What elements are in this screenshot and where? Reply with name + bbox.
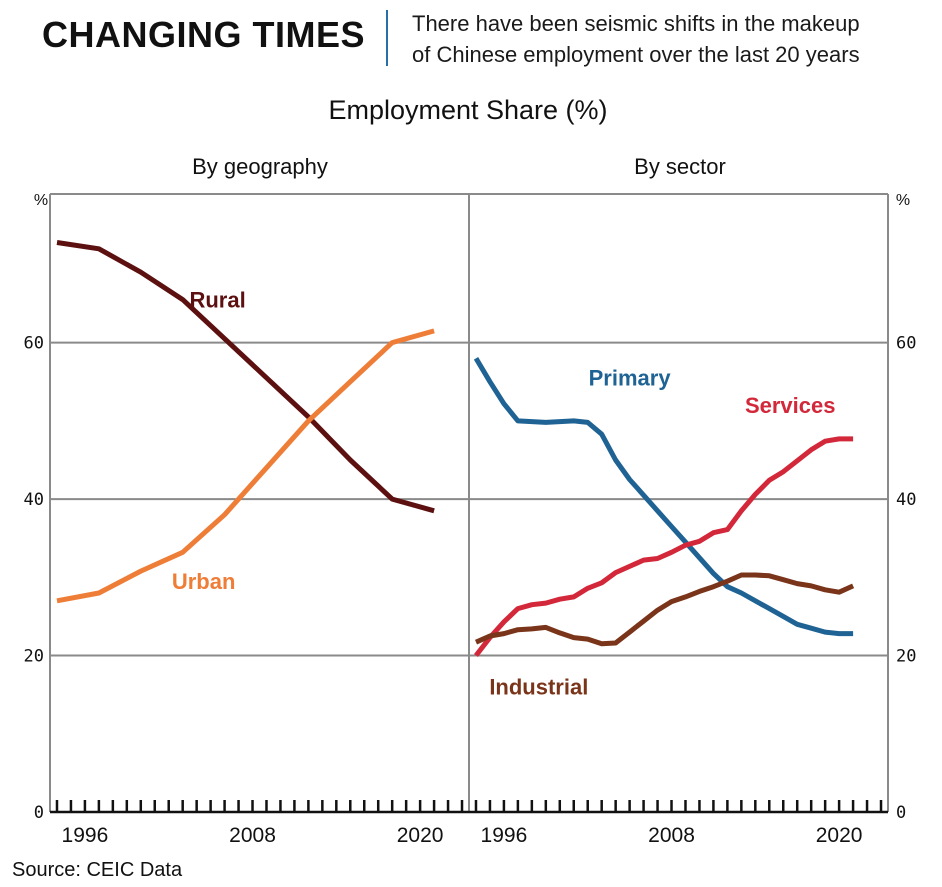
y-tick-label-right-20: 20 bbox=[896, 647, 916, 667]
series-line-industrial bbox=[474, 572, 855, 647]
standfirst-line-1: There have been seismic shifts in the ma… bbox=[412, 11, 860, 36]
x-tick-marks bbox=[55, 800, 883, 812]
x-tick-label-1-2020: 2020 bbox=[816, 824, 863, 847]
series-label-primary: Primary bbox=[589, 366, 672, 391]
headline: CHANGING TIMES bbox=[42, 14, 366, 55]
series-line-services bbox=[474, 436, 854, 658]
y-tick-label-left-20: 20 bbox=[24, 647, 44, 667]
y-tick-label-left-0: 0 bbox=[34, 803, 44, 823]
y-unit-left: % bbox=[34, 192, 48, 209]
x-tick-label-1-1996: 1996 bbox=[481, 824, 528, 847]
standfirst: There have been seismic shifts in the ma… bbox=[412, 8, 860, 70]
y-tick-label-left-60: 60 bbox=[24, 334, 44, 354]
x-tick-label-1-2008: 2008 bbox=[648, 824, 695, 847]
y-tick-label-right-60: 60 bbox=[896, 334, 916, 354]
y-tick-label-right-0: 0 bbox=[896, 803, 906, 823]
chart-title: Employment Share (%) bbox=[328, 95, 607, 125]
plot-frame bbox=[49, 193, 889, 814]
series-label-services: Services bbox=[745, 393, 836, 418]
series-labels: Rural Urban Primary Services Industrial bbox=[172, 287, 836, 699]
series-line-rural bbox=[56, 240, 435, 514]
y-unit-right: % bbox=[896, 192, 910, 209]
x-tick-label-0-2008: 2008 bbox=[229, 824, 276, 847]
panel-title-geography: By geography bbox=[192, 154, 328, 179]
panel-title-sector: By sector bbox=[634, 154, 726, 179]
standfirst-line-2: of Chinese employment over the last 20 y… bbox=[412, 42, 860, 67]
y-tick-label-left-40: 40 bbox=[24, 490, 44, 510]
x-tick-label-0-2020: 2020 bbox=[397, 824, 444, 847]
series-line-urban bbox=[56, 328, 435, 604]
y-tick-label-right-40: 40 bbox=[896, 490, 916, 510]
series-label-industrial: Industrial bbox=[489, 675, 588, 700]
x-tick-label-0-1996: 1996 bbox=[62, 824, 109, 847]
series-lines bbox=[56, 240, 855, 658]
series-label-rural: Rural bbox=[189, 287, 245, 312]
header-divider bbox=[386, 10, 388, 66]
series-label-urban: Urban bbox=[172, 569, 236, 594]
source-note: Source: CEIC Data bbox=[12, 859, 183, 881]
series-line-primary bbox=[473, 357, 854, 637]
